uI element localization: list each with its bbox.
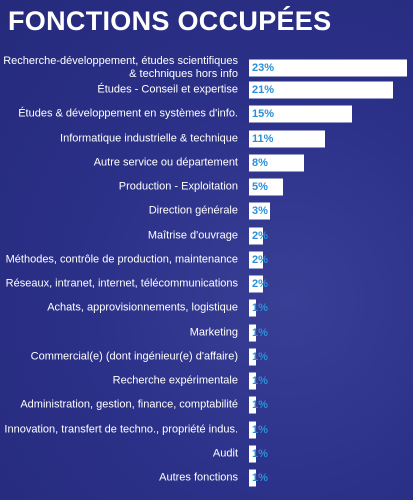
category-label: Études & développement en systèmes d'inf… [18,107,238,120]
category-label: Administration, gestion, finance, compta… [20,398,238,411]
value-label: 5% [252,181,268,193]
bar [249,227,263,244]
bar [249,348,256,366]
bar [249,324,256,341]
category-label: Marketing [189,326,238,338]
bar [249,396,256,414]
value-label: 11% [252,132,274,145]
bar [249,178,284,196]
value-label: 8% [252,156,268,169]
value-label: 1% [252,326,268,339]
value-label: 1% [252,375,268,387]
category-label: Achats, approvisionnements, logistique [47,301,238,314]
bar [249,421,256,438]
value-label: 1% [252,399,268,412]
value-label: 15% [252,108,275,121]
category-label: Commercial(e) (dont ingénieur(e) d'affai… [30,350,238,363]
category-label: Études - Conseil et expertise [97,83,238,96]
bar [249,59,407,77]
category-label: Recherche expérimentale [112,374,238,387]
category-label: Autre service ou département [93,156,238,169]
bar [249,275,263,293]
value-label: 1% [252,472,268,484]
category-label: Innovation, transfert de techno., propri… [4,423,238,435]
value-label: 1% [252,423,268,436]
category-label: Autres fonctions [159,471,238,484]
bar [249,154,304,172]
bar [249,372,256,390]
category-label: Maîtrise d'ouvrage [147,229,238,241]
category-label: Production - Exploitation [118,180,238,193]
value-label: 2% [252,253,268,266]
chart-title: FONCTIONS OCCUPÉES [8,6,332,36]
value-label: 1% [252,302,268,315]
category-label: Recherche-développement, études scientif… [3,55,238,80]
category-label: Méthodes, contrôle de production, mainte… [5,253,238,266]
bar [249,299,256,317]
bar [249,251,263,269]
value-label: 1% [252,350,268,363]
value-label: 21% [252,84,275,96]
value-label: 2% [252,229,268,242]
value-label: 23% [252,62,275,74]
bar [249,81,394,99]
bar [249,130,325,147]
bar [249,469,256,487]
category-label: Direction générale [148,204,238,217]
category-label: Audit [212,447,238,460]
value-label: 2% [252,278,268,290]
category-label: Réseaux, intranet, internet, télécommuni… [5,277,238,290]
bar [249,202,270,220]
bar [249,105,353,123]
bar [249,445,256,463]
category-label: Informatique industrielle & technique [60,132,238,144]
value-label: 1% [252,447,268,460]
value-label: 3% [252,205,268,218]
